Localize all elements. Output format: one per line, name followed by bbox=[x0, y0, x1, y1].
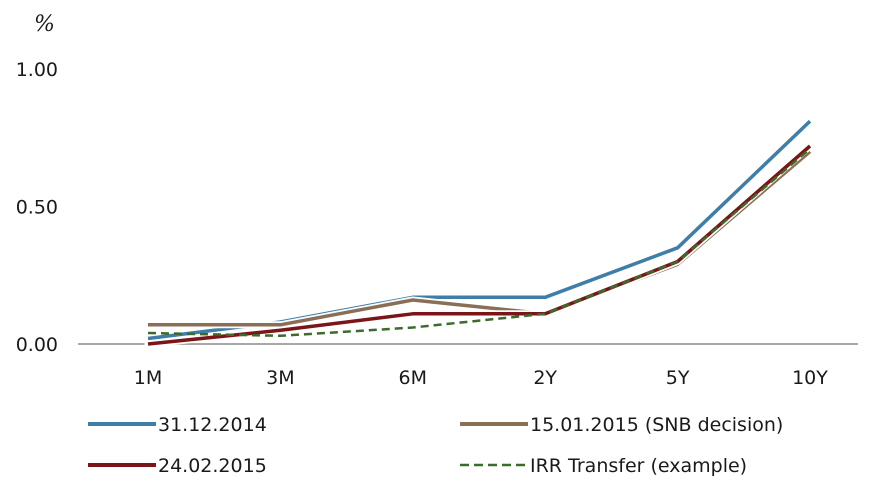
y-tick-label: 0.00 bbox=[16, 334, 58, 356]
x-tick-label: 1M bbox=[134, 367, 162, 389]
x-tick-label: 10Y bbox=[792, 367, 828, 389]
y-tick-label: 1.00 bbox=[16, 59, 58, 81]
x-tick-label: 6M bbox=[399, 367, 427, 389]
y-axis-unit-label: % bbox=[34, 12, 55, 37]
legend: 31.12.2014 15.01.2015 (SNB decision) 24.02… bbox=[88, 414, 783, 477]
x-tick-label: 2Y bbox=[533, 367, 557, 389]
series-layer bbox=[144, 117, 814, 348]
legend-label: 15.01.2015 (SNB decision) bbox=[530, 414, 783, 436]
legend-label: 24.02.2015 bbox=[158, 455, 267, 477]
legend-label: 31.12.2014 bbox=[158, 414, 267, 436]
x-tick-label: 3M bbox=[266, 367, 294, 389]
series-line-3 bbox=[147, 144, 812, 346]
legend-item: 24.02.2015 bbox=[88, 455, 267, 477]
legend-item: 15.01.2015 (SNB decision) bbox=[460, 414, 783, 436]
x-tick-label: 5Y bbox=[666, 367, 690, 389]
y-axis-ticks: 0.00 0.50 1.00 bbox=[16, 59, 58, 356]
x-axis-ticks: 1M 3M 6M 2Y 5Y 10Y bbox=[134, 367, 829, 389]
y-tick-label: 0.50 bbox=[16, 197, 58, 219]
legend-label: IRR Transfer (example) bbox=[530, 455, 747, 477]
legend-item: 31.12.2014 bbox=[88, 414, 267, 436]
series-line-4 bbox=[147, 147, 811, 338]
legend-item: IRR Transfer (example) bbox=[460, 455, 747, 477]
